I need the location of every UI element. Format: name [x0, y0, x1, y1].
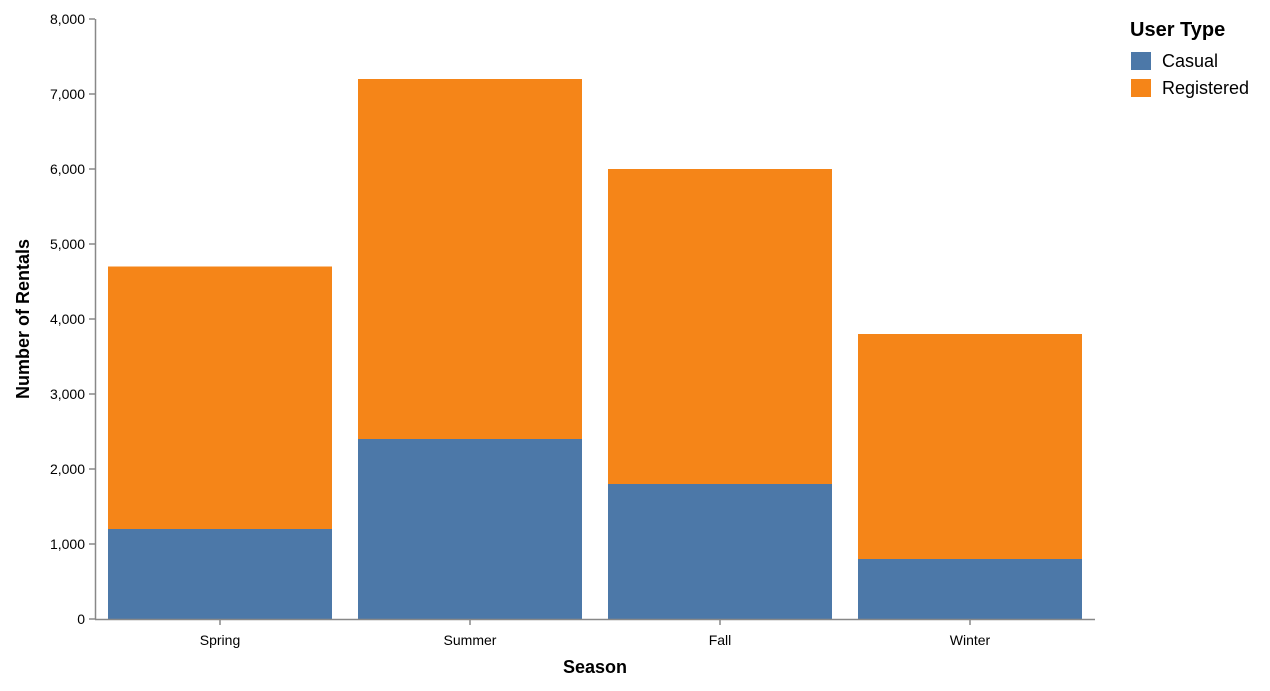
- y-tick-label: 7,000: [50, 86, 85, 102]
- y-tick-label: 8,000: [50, 11, 85, 27]
- x-tick-label: Fall: [709, 632, 732, 648]
- y-tick-label: 2,000: [50, 461, 85, 477]
- legend-swatch-casual: [1131, 52, 1151, 70]
- y-tick-label: 4,000: [50, 311, 85, 327]
- x-tick-label: Winter: [950, 632, 991, 648]
- bar-winter-casual: [858, 559, 1082, 619]
- bar-spring-casual: [108, 529, 332, 619]
- x-axis-title: Season: [563, 657, 627, 677]
- y-tick-label: 5,000: [50, 236, 85, 252]
- y-axis-title: Number of Rentals: [13, 239, 33, 399]
- legend-label-registered: Registered: [1162, 78, 1249, 98]
- x-tick-label: Spring: [200, 632, 240, 648]
- bar-fall-registered: [608, 169, 832, 484]
- x-axis: Spring Summer Fall Winter: [95, 618, 1095, 648]
- bar-fall-casual: [608, 484, 832, 619]
- bar-summer-registered: [358, 79, 582, 439]
- legend-title: User Type: [1130, 19, 1225, 41]
- y-tick-label: 1,000: [50, 536, 85, 552]
- bar-spring-registered: [108, 266, 332, 529]
- y-tick-label: 6,000: [50, 161, 85, 177]
- y-tick-label: 0: [77, 611, 85, 627]
- y-tick-label: 3,000: [50, 386, 85, 402]
- legend-items: Casual Registered: [1131, 51, 1249, 98]
- legend-label-casual: Casual: [1162, 51, 1218, 71]
- bar-winter-registered: [858, 334, 1082, 559]
- legend: User Type Casual Registered: [1130, 19, 1249, 98]
- y-axis: 0 1,000 2,000 3,000 4,000 5,000 6,000 7,000 8,00…: [50, 11, 97, 627]
- x-tick-label: Summer: [444, 632, 497, 648]
- bar-summer-casual: [358, 439, 582, 619]
- legend-swatch-registered: [1131, 79, 1151, 97]
- bars-layer: [108, 79, 1082, 619]
